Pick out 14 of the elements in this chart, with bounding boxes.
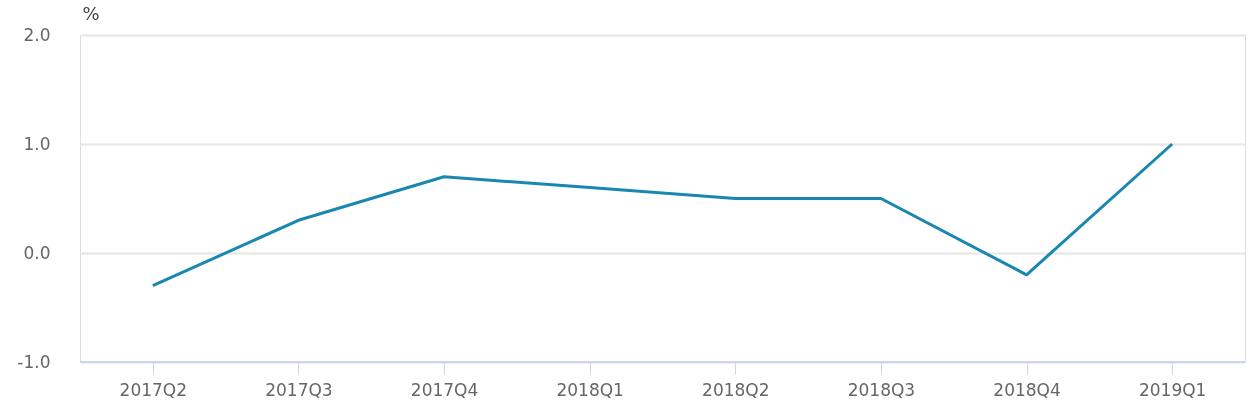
x-tick-label: 2018Q4 <box>993 379 1061 400</box>
x-tick-label: 2017Q2 <box>119 379 188 400</box>
x-tick-label: 2017Q4 <box>410 379 479 400</box>
y-tick-label: -1.0 <box>17 351 51 372</box>
x-tick-label: 2018Q1 <box>556 379 624 400</box>
x-tick-label: 2018Q3 <box>847 379 916 400</box>
y-tick-label: 2.0 <box>23 24 51 45</box>
x-tick-label: 2018Q2 <box>702 379 770 400</box>
line-series <box>151 142 1174 288</box>
y-tick-label: 1.0 <box>23 133 51 154</box>
y-tick-label: 0.0 <box>23 242 51 263</box>
x-tick-label: 2019Q1 <box>1138 379 1207 400</box>
y-axis-title: % <box>82 2 100 24</box>
x-tick-label: 2017Q3 <box>265 379 333 400</box>
